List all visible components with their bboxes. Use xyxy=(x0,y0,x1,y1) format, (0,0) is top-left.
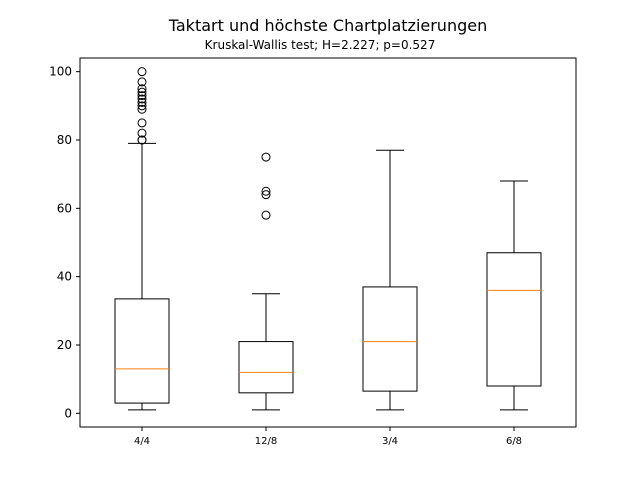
box-3-4 xyxy=(362,286,418,392)
plot-area: 0 20 40 60 80 100 4/4 12/8 3/4 6/8 xyxy=(49,65,542,447)
outlier-4-4-4 xyxy=(137,104,147,114)
y-tick-label-60: 60 xyxy=(57,201,72,215)
outlier-12-8-1 xyxy=(261,190,271,200)
box-4-4 xyxy=(114,298,170,404)
outlier-4-4-2 xyxy=(137,128,147,138)
outlier-12-8-0 xyxy=(261,210,271,220)
chart-title: Taktart und höchste Chartplatzierungen xyxy=(168,16,487,35)
y-tick-label-0: 0 xyxy=(64,406,72,420)
outlier-4-4-1 xyxy=(137,135,147,145)
outlier-12-8-2 xyxy=(261,186,271,196)
outlier-4-4-10 xyxy=(137,84,147,94)
outlier-4-4-8 xyxy=(137,91,147,101)
chart-subtitle: Kruskal-Wallis test; H=2.227; p=0.527 xyxy=(205,38,436,52)
box-6-8 xyxy=(486,252,542,387)
y-tick-label-20: 20 xyxy=(57,338,72,352)
box-12-8 xyxy=(238,341,294,394)
x-tick-label-3-4: 3/4 xyxy=(382,436,398,447)
x-tick-label-12-8: 12/8 xyxy=(255,436,277,447)
y-tick-label-100: 100 xyxy=(49,65,72,79)
outlier-4-4-3 xyxy=(137,118,147,128)
outlier-4-4-9 xyxy=(137,87,147,97)
plot-frame xyxy=(79,57,577,428)
outlier-12-8-3 xyxy=(261,152,271,162)
outlier-4-4-12 xyxy=(137,67,147,77)
y-tick-label-40: 40 xyxy=(57,270,72,284)
x-tick-label-4-4: 4/4 xyxy=(134,436,150,447)
y-tick-label-80: 80 xyxy=(57,133,72,147)
outlier-4-4-6 xyxy=(137,97,147,107)
outlier-4-4-11 xyxy=(137,77,147,87)
outlier-4-4-7 xyxy=(137,94,147,104)
outlier-4-4-5 xyxy=(137,101,147,111)
x-tick-label-6-8: 6/8 xyxy=(506,436,522,447)
